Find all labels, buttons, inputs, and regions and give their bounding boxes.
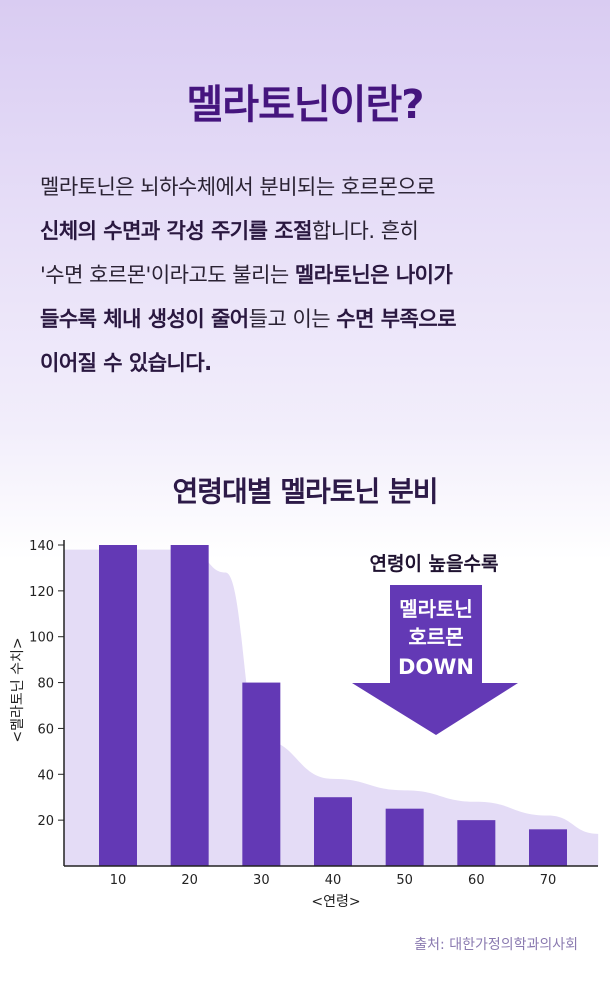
description-line: '수면 호르몬'이라고도 불리는 멜라토닌은 나이가 (40, 253, 580, 297)
x-tick-label: 20 (181, 873, 198, 888)
y-tick-label: 60 (37, 722, 54, 737)
bar-60 (457, 820, 496, 866)
arrow-text-line: DOWN (398, 655, 474, 679)
arrow-text-line: 호르몬 (408, 625, 463, 649)
description-text: '수면 호르몬'이라고도 불리는 (40, 263, 295, 287)
bar-50 (385, 808, 424, 866)
x-axis-label: <연령> (311, 894, 360, 910)
y-tick-label: 40 (37, 768, 54, 783)
source-citation: 출처: 대한가정의학과의사회 (414, 937, 578, 953)
description-line: 들수록 체내 생성이 줄어들고 이는 수면 부족으로 (40, 297, 580, 341)
bar-20 (170, 545, 209, 866)
description-emphasis: 신체의 수면과 각성 주기를 조절 (40, 219, 312, 243)
bar-40 (314, 797, 352, 866)
description-text: 합니다. 흔히 (311, 219, 419, 243)
annotation-headline: 연령이 높을수록 (370, 553, 499, 575)
chart-title: 연령대별 멜라토닌 분비 (172, 475, 438, 508)
page-title: 멜라토닌이란? (186, 82, 424, 128)
x-tick-label: 70 (540, 873, 557, 888)
bar-70 (529, 829, 567, 866)
y-tick-label: 140 (29, 539, 54, 554)
y-axis-label: <멜라토닌 수치> (10, 637, 26, 742)
x-tick-label: 50 (396, 873, 413, 888)
description-emphasis: 이어질 수 있습니다. (40, 351, 212, 375)
description-emphasis: 수면 부족으로 (336, 307, 457, 331)
description-text: 멜라토닌은 뇌하수체에서 분비되는 호르몬으로 (40, 175, 435, 199)
y-tick-label: 20 (37, 814, 54, 829)
x-tick-label: 40 (325, 873, 342, 888)
description-line: 신체의 수면과 각성 주기를 조절합니다. 흔히 (40, 209, 580, 253)
description-line: 멜라토닌은 뇌하수체에서 분비되는 호르몬으로 (40, 165, 580, 209)
bar-30 (242, 682, 281, 866)
arrow-text-line: 멜라토닌 (399, 597, 473, 621)
y-tick-label: 100 (29, 631, 54, 646)
bar-10 (99, 545, 137, 866)
x-tick-label: 30 (253, 873, 270, 888)
down-arrow-icon (352, 585, 518, 735)
x-tick-label: 10 (110, 873, 127, 888)
x-tick-label: 60 (468, 873, 485, 888)
description-emphasis: 들수록 체내 생성이 줄어 (40, 307, 249, 331)
y-tick-label: 120 (29, 585, 54, 600)
description-line: 이어질 수 있습니다. (40, 341, 580, 385)
y-tick-label: 80 (37, 677, 54, 692)
description-emphasis: 멜라토닌은 나이가 (294, 263, 453, 287)
description-text: 들고 이는 (248, 307, 337, 331)
